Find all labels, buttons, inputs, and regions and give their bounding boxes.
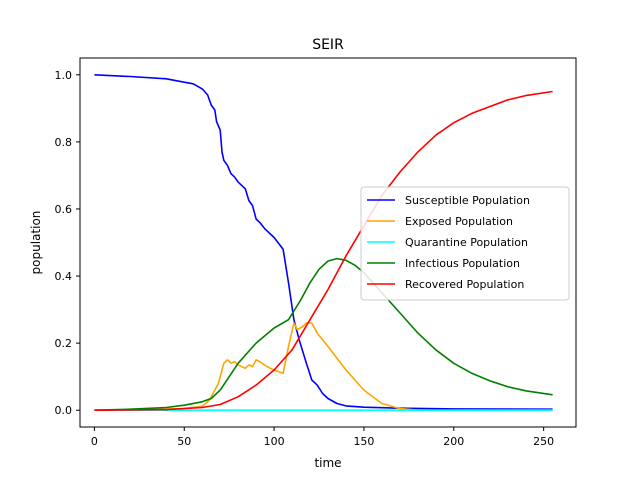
series-layer — [94, 74, 553, 411]
x-tick-label: 250 — [533, 435, 554, 448]
chart-title: SEIR — [312, 37, 344, 53]
x-tick-label: 100 — [264, 435, 285, 448]
legend-label: Recovered Population — [405, 278, 524, 291]
y-axis-label: population — [29, 211, 43, 275]
y-axis: 0.0 0.2 0.4 0.6 0.8 1.0 — [55, 69, 80, 417]
y-tick-label: 0.8 — [55, 136, 73, 149]
plot-frame — [79, 57, 577, 428]
y-tick-label: 0.0 — [55, 404, 73, 417]
legend-box — [360, 186, 570, 301]
y-tick-label: 0.4 — [55, 270, 73, 283]
legend-label: Quarantine Population — [405, 236, 528, 249]
y-tick-label: 1.0 — [55, 69, 73, 82]
legend-label: Infectious Population — [405, 257, 520, 270]
x-axis-label: time — [314, 456, 341, 470]
y-tick-label: 0.6 — [55, 203, 73, 216]
legend-label: Exposed Population — [405, 215, 513, 228]
legend: Susceptible Population Exposed Population… — [360, 186, 570, 301]
recovered-population-line — [94, 90, 553, 411]
infectious-population-line — [94, 257, 553, 411]
susceptible-population-line — [94, 74, 553, 410]
y-tick-label: 0.2 — [55, 337, 73, 350]
legend-label: Susceptible Population — [405, 194, 530, 207]
x-tick-label: 200 — [443, 435, 464, 448]
x-axis: 0 50 100 150 200 250 — [91, 427, 554, 448]
x-tick-label: 0 — [91, 435, 98, 448]
exposed-population-line — [94, 322, 553, 411]
x-tick-label: 150 — [353, 435, 374, 448]
x-tick-label: 50 — [177, 435, 191, 448]
